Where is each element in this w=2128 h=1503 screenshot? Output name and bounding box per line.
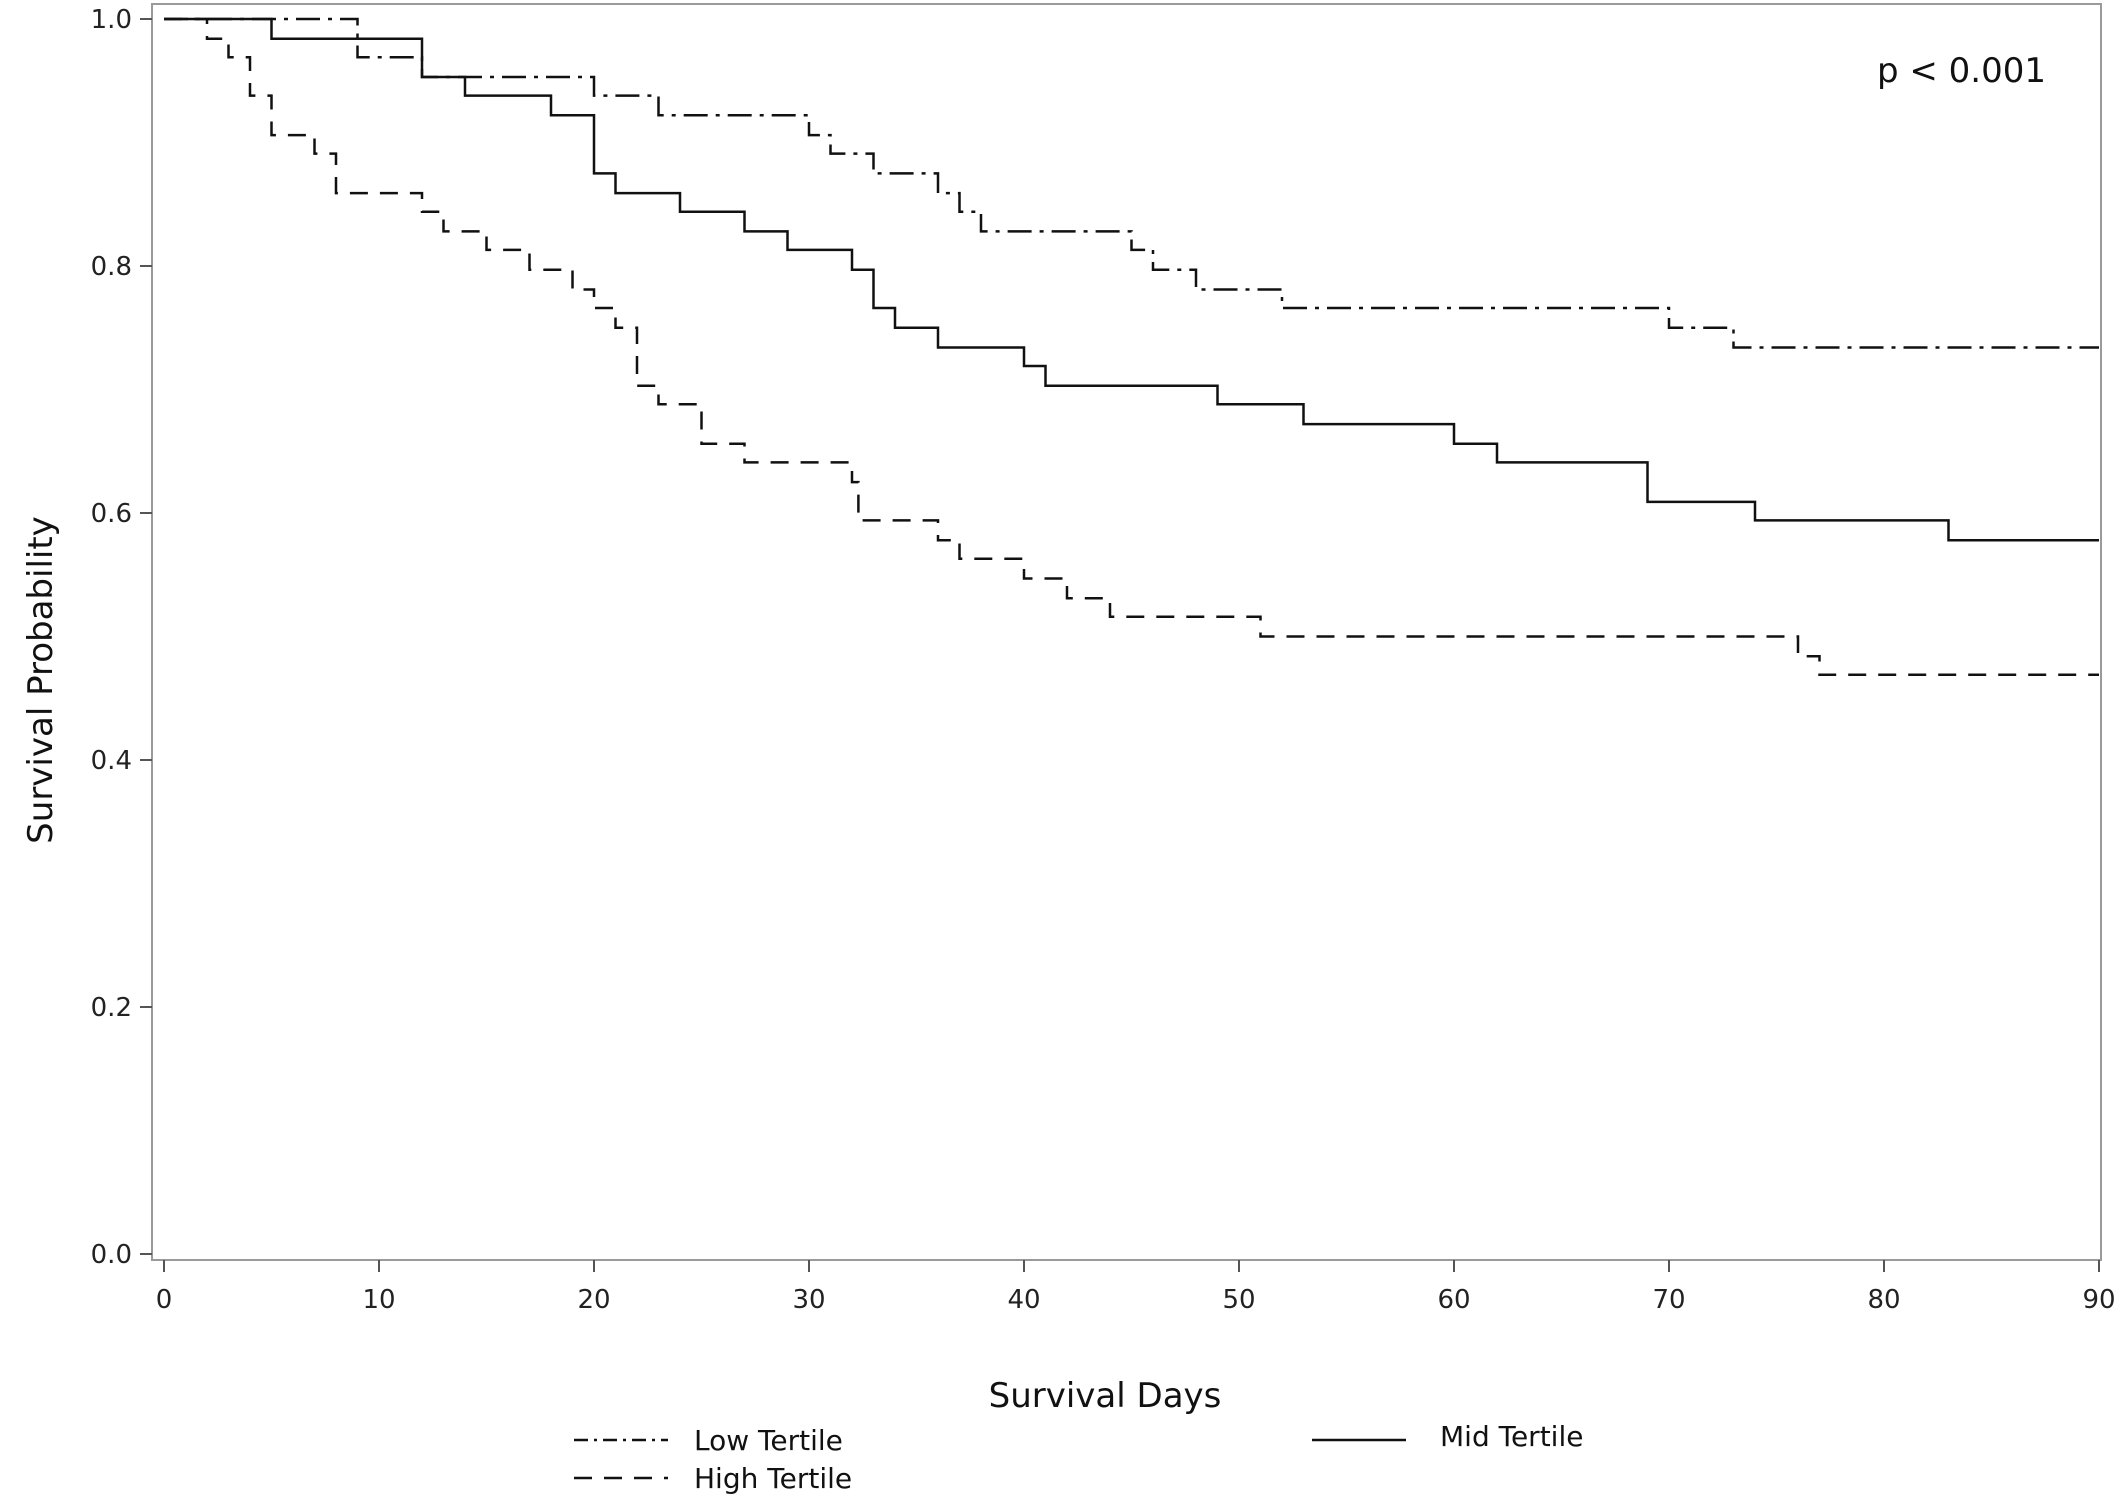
y-tick-label: 0.6 xyxy=(91,499,132,529)
legend-label-low-tertile: Low Tertile xyxy=(694,1424,843,1457)
x-tick-label: 40 xyxy=(1007,1285,1040,1315)
series-line-mid-tertile xyxy=(164,17,2099,542)
x-tick-label: 70 xyxy=(1652,1285,1685,1315)
y-axis-title: Survival Probability xyxy=(21,516,61,844)
x-tick-label: 90 xyxy=(2082,1285,2115,1315)
p-value-annotation: p < 0.001 xyxy=(1877,51,2046,91)
legend-label-mid-tertile: Mid Tertile xyxy=(1440,1420,1583,1453)
legend-item-high-tertile: High Tertile xyxy=(574,1462,852,1495)
y-tick-label: 0.2 xyxy=(91,993,132,1023)
x-axis-title: Survival Days xyxy=(989,1376,1222,1416)
y-axis-ticks: 0.0 0.2 0.4 0.6 0.8 1.0 xyxy=(91,5,152,1270)
x-tick-label: 10 xyxy=(362,1285,395,1315)
legend-label-high-tertile: High Tertile xyxy=(694,1462,852,1495)
legend-item-mid-tertile: Mid Tertile xyxy=(1312,1420,1583,1453)
y-tick-label: 0.0 xyxy=(91,1240,132,1270)
legend-item-low-tertile: Low Tertile xyxy=(574,1424,843,1457)
x-axis-ticks: 0 10 20 30 40 50 60 70 80 90 xyxy=(156,1260,2116,1315)
series-line-low-tertile xyxy=(164,17,2099,349)
x-tick-label: 20 xyxy=(577,1285,610,1315)
x-tick-label: 30 xyxy=(792,1285,825,1315)
survival-curves xyxy=(164,17,2099,677)
y-tick-label: 1.0 xyxy=(91,5,132,35)
x-tick-label: 0 xyxy=(156,1285,173,1315)
y-tick-label: 0.8 xyxy=(91,252,132,282)
x-tick-label: 50 xyxy=(1222,1285,1255,1315)
x-tick-label: 60 xyxy=(1437,1285,1470,1315)
x-tick-label: 80 xyxy=(1867,1285,1900,1315)
plot-frame xyxy=(151,3,2102,1261)
y-tick-label: 0.4 xyxy=(91,746,132,776)
legend: Low Tertile High Tertile Mid Tertile xyxy=(574,1420,1583,1495)
series-line-high-tertile xyxy=(164,17,2099,677)
